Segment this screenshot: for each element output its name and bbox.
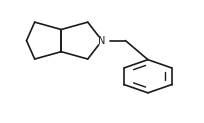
- Text: N: N: [98, 36, 106, 46]
